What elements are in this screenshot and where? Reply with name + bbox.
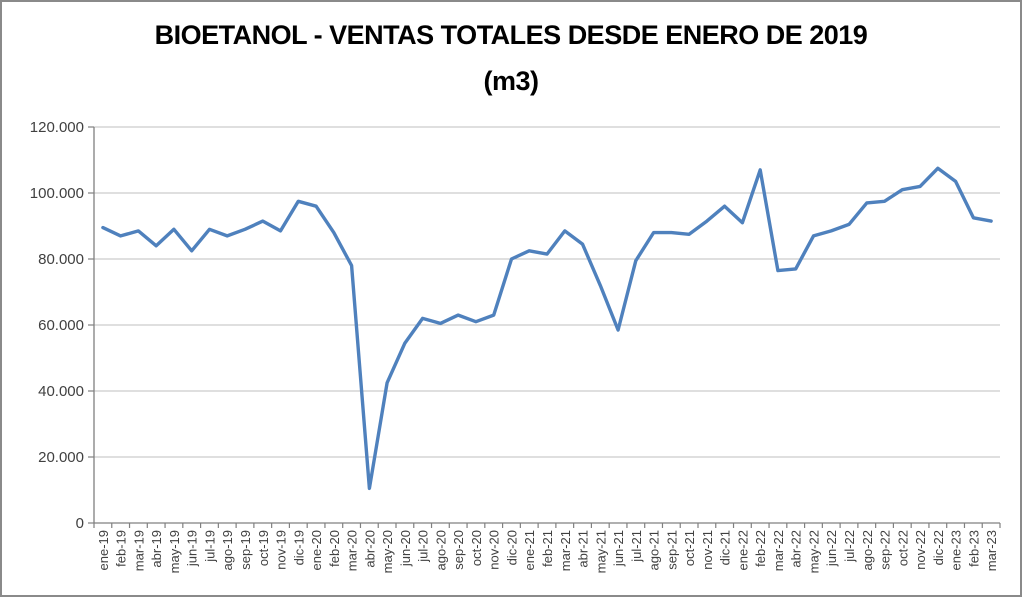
x-tick-label: jun-20 [398, 530, 413, 567]
axis-tick-marks [88, 126, 1001, 528]
x-tick-label: jun-21 [611, 530, 626, 567]
x-tick-label: nov-21 [700, 530, 715, 570]
x-tick-label: dic-19 [291, 530, 306, 565]
x-tick-label: ene-19 [96, 530, 111, 570]
x-tick-label: ene-21 [522, 530, 537, 570]
x-tick-label: ene-22 [735, 530, 750, 570]
axis-lines [93, 127, 1000, 524]
x-tick-label: mar-19 [131, 530, 146, 571]
y-tick-label: 120.000 [30, 119, 84, 136]
x-tick-label: nov-19 [274, 530, 289, 570]
x-tick-label: feb-23 [966, 530, 981, 567]
y-tick-label: 60.000 [38, 317, 84, 334]
x-tick-label: may-19 [167, 530, 182, 573]
x-tick-label: sep-19 [238, 530, 253, 570]
x-tick-label: feb-22 [753, 530, 768, 567]
gridlines [94, 126, 1000, 458]
x-tick-label: dic-22 [931, 530, 946, 565]
chart-title: BIOETANOL - VENTAS TOTALES DESDE ENERO D… [0, 12, 1022, 104]
x-tick-label: abr-19 [149, 530, 164, 568]
x-tick-label: abr-22 [789, 530, 804, 568]
x-tick-label: sep-21 [664, 530, 679, 570]
x-tick-label: sep-22 [878, 530, 893, 570]
chart-title-line2: (m3) [483, 66, 539, 96]
x-tick-label: ago-20 [433, 530, 448, 570]
x-tick-label: feb-21 [540, 530, 555, 567]
x-tick-label: jul-19 [202, 530, 217, 563]
y-tick-label: 20.000 [38, 449, 84, 466]
x-tick-label: ago-19 [220, 530, 235, 570]
x-tick-label: may-22 [806, 530, 821, 573]
x-tick-label: oct-19 [256, 530, 271, 566]
x-tick-label: dic-20 [504, 530, 519, 565]
x-tick-label: mar-21 [558, 530, 573, 571]
y-tick-label: 80.000 [38, 251, 84, 268]
x-tick-label: jun-22 [824, 530, 839, 567]
x-tick-label: abr-20 [362, 530, 377, 568]
x-tick-label: jun-19 [185, 530, 200, 567]
x-tick-label: nov-20 [487, 530, 502, 570]
x-tick-label: oct-20 [469, 530, 484, 566]
x-tick-label: may-21 [593, 530, 608, 573]
x-tick-label: ene-23 [949, 530, 964, 570]
y-axis-labels: 0 20.000 40.000 60.000 80.000 100.000 120.000 [30, 119, 84, 532]
chart-title-line1: BIOETANOL - VENTAS TOTALES DESDE ENERO D… [154, 20, 868, 50]
x-tick-label: mar-23 [984, 530, 999, 571]
x-tick-label: oct-21 [682, 530, 697, 566]
x-tick-label: may-20 [380, 530, 395, 573]
x-axis-labels: ene-19 feb-19 mar-19 abr-19 may-19 jun-19 jul-… [96, 530, 999, 573]
x-tick-label: oct-22 [895, 530, 910, 566]
x-tick-label: mar-20 [345, 530, 360, 571]
x-tick-label: jul-22 [842, 530, 857, 563]
y-tick-label: 0 [76, 515, 84, 532]
x-tick-label: dic-21 [718, 530, 733, 565]
x-tick-label: mar-22 [771, 530, 786, 571]
y-tick-label: 100.000 [30, 185, 84, 202]
x-tick-label: jul-21 [629, 530, 644, 563]
x-tick-label: ago-22 [860, 530, 875, 570]
x-tick-label: ene-20 [309, 530, 324, 570]
x-tick-label: jul-20 [416, 530, 431, 563]
x-tick-label: nov-22 [913, 530, 928, 570]
x-tick-label: feb-20 [327, 530, 342, 567]
y-tick-label: 40.000 [38, 383, 84, 400]
x-tick-label: sep-20 [451, 530, 466, 570]
x-tick-label: abr-21 [576, 530, 591, 568]
data-series-line [101, 166, 993, 491]
x-tick-label: feb-19 [114, 530, 129, 567]
x-tick-label: ago-21 [647, 530, 662, 570]
